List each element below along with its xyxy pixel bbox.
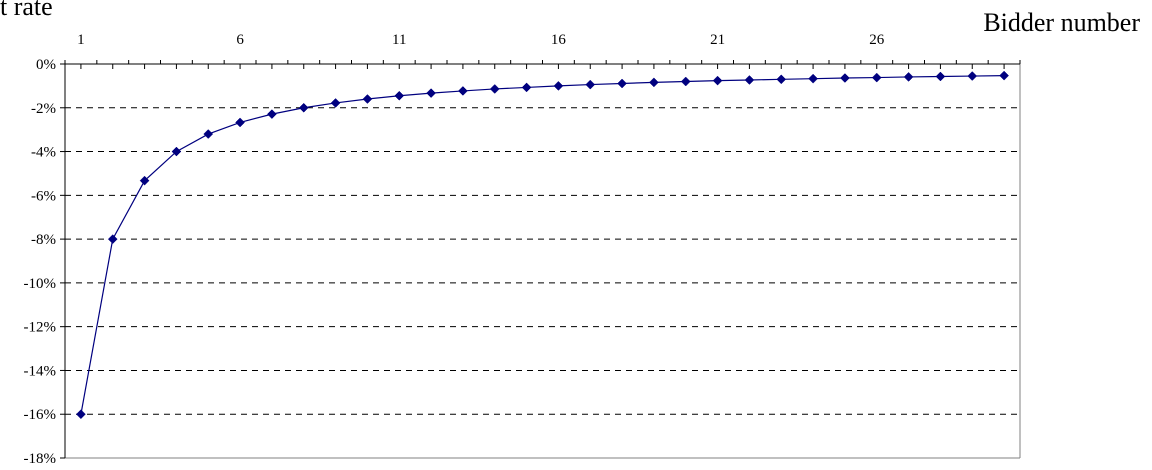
tick-labels: 0%-2%-4%-6%-8%-10%-12%-14%-16%-18%1 6 11 16… (24, 32, 885, 467)
y-tick-label: 0% (36, 57, 56, 73)
data-point-marker (840, 73, 850, 83)
data-point-marker (871, 72, 882, 83)
x-tick-label: 11 (392, 32, 406, 48)
data-point-marker (139, 175, 150, 186)
y-tick-label: -8% (31, 232, 56, 248)
data-point-marker (426, 88, 436, 98)
y-tick-label: -10% (24, 276, 57, 292)
y-tick-label: -14% (24, 363, 57, 379)
data-point-marker (267, 109, 277, 119)
y-tick-label: -2% (31, 101, 56, 117)
y-tick-label: -16% (24, 407, 57, 423)
data-point-marker (585, 79, 596, 90)
data-point-marker (521, 82, 532, 93)
data-point-marker (394, 90, 405, 101)
data-point-marker (553, 81, 564, 91)
gridlines (65, 107, 1020, 415)
data-point-marker (458, 86, 468, 96)
data-point-marker (712, 75, 723, 86)
data-point-marker (999, 70, 1009, 81)
y-tick-label: -12% (24, 320, 57, 336)
data-point-marker (489, 84, 500, 94)
data-point-marker (235, 117, 245, 128)
y-tick-label: -6% (31, 188, 56, 204)
y-tick-label: -4% (31, 145, 56, 161)
data-point-marker (362, 94, 373, 104)
axes (60, 60, 1021, 459)
x-tick-label: 26 (869, 32, 885, 48)
data-point-marker (649, 77, 659, 88)
y-axis-title: t rate (0, 0, 53, 21)
data-point-marker (171, 146, 182, 157)
x-axis-title: Bidder number (983, 8, 1140, 37)
x-tick-label: 16 (551, 32, 567, 48)
data-point-marker (903, 72, 914, 82)
series-line-group (76, 70, 1009, 420)
data-point-marker (680, 76, 691, 87)
data-point-marker (935, 71, 946, 82)
series-line (80, 75, 1005, 415)
x-tick-label: 6 (236, 32, 244, 48)
data-point-marker (617, 78, 627, 89)
data-point-marker (744, 75, 755, 85)
data-point-marker (76, 409, 86, 420)
x-tick-label: 21 (710, 32, 725, 48)
data-point-marker (330, 98, 341, 108)
data-point-marker (298, 102, 309, 113)
data-point-marker (203, 129, 214, 139)
x-tick-label: 1 (77, 32, 85, 48)
data-point-marker (967, 71, 978, 81)
data-point-marker (808, 73, 818, 84)
y-tick-label: -18% (24, 451, 57, 467)
data-point-marker (107, 234, 118, 244)
data-point-marker (776, 74, 787, 85)
